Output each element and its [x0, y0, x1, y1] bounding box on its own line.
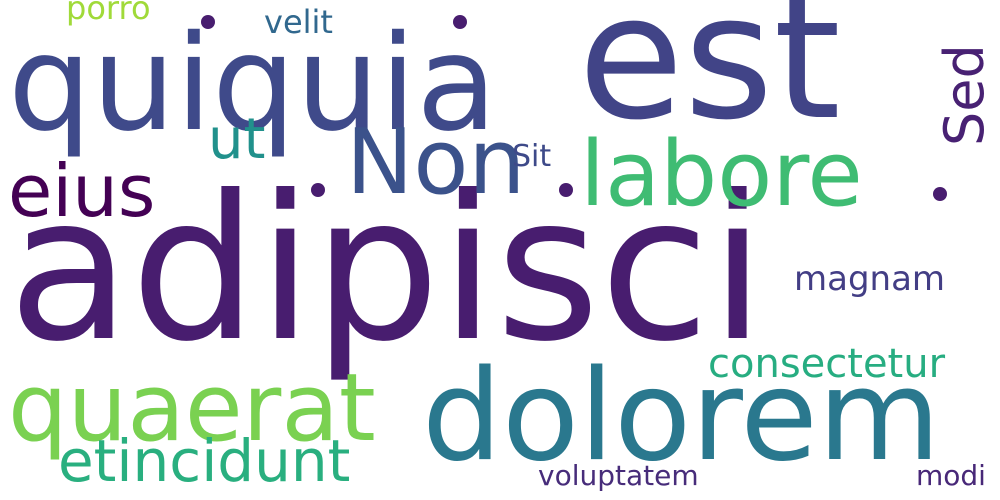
word-consectetur: consectetur — [708, 341, 946, 387]
word-modi: modi — [916, 459, 986, 492]
word-dolorem: dolorem — [422, 342, 941, 489]
word-quiquia: quiquia — [8, 7, 498, 161]
word-quaerat: quaerat — [8, 354, 376, 463]
word-est: est — [578, 0, 841, 158]
word-sed: Sed — [933, 44, 996, 146]
word-sit: Sit — [512, 139, 552, 174]
word-etincidunt: etincidunt — [58, 427, 351, 495]
word-velit: velit — [264, 3, 333, 41]
word-ut: ut — [208, 107, 266, 172]
word-eius: eius — [8, 149, 156, 233]
punctuation-dot — [453, 15, 467, 29]
word-adipisci: adipisci — [8, 153, 766, 386]
word-labore: labore — [580, 122, 863, 227]
punctuation-dot — [933, 187, 947, 201]
word-non: Non — [346, 110, 526, 215]
word-voluptatem: voluptatem — [538, 459, 699, 492]
punctuation-dot — [311, 183, 325, 197]
word-magnam: magnam — [794, 259, 946, 299]
word-porro: porro — [66, 0, 151, 27]
punctuation-dot — [201, 15, 215, 29]
punctuation-dot — [559, 183, 573, 197]
